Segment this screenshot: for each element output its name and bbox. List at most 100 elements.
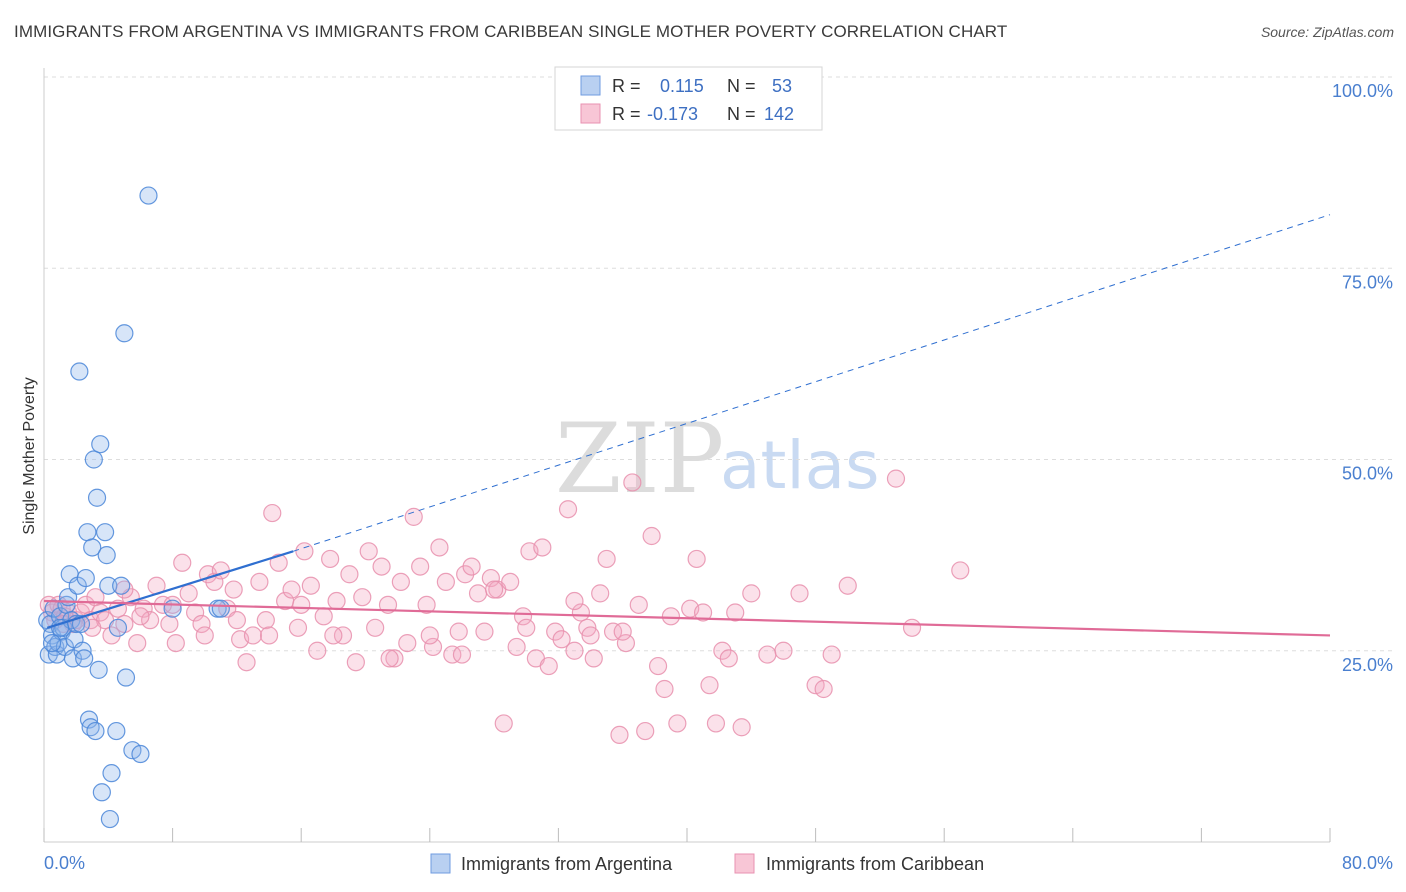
argentina-point-42 <box>112 576 131 595</box>
caribbean-point-127 <box>452 645 472 664</box>
caribbean-point-99 <box>642 526 661 546</box>
caribbean-point-134 <box>259 626 279 645</box>
caribbean-point-64 <box>417 595 436 614</box>
argentina-points <box>38 186 230 829</box>
caribbean-point-91 <box>591 584 610 603</box>
caribbean-point-67 <box>436 572 455 592</box>
legend-argentina-label: Immigrants from Argentina <box>461 854 673 874</box>
caribbean-point-123 <box>951 561 970 580</box>
caribbean-points <box>39 469 970 745</box>
argentina-n-value: 53 <box>772 76 792 96</box>
caribbean-point-132 <box>324 626 343 645</box>
legend-caribbean-label: Immigrants from Caribbean <box>766 854 984 874</box>
argentina-point-46 <box>131 744 150 764</box>
caribbean-point-78 <box>507 637 526 657</box>
caribbean-point-128 <box>485 580 504 599</box>
argentina-point-51 <box>42 633 62 653</box>
caribbean-point-122 <box>902 618 922 637</box>
gridlines <box>44 76 1392 652</box>
y-axis-label: Single Mother Poverty <box>21 377 38 534</box>
caribbean-point-39 <box>256 611 275 630</box>
caribbean-point-87 <box>565 641 584 660</box>
caribbean-point-95 <box>616 633 636 653</box>
caribbean-point-66 <box>430 538 449 557</box>
caribbean-point-48 <box>314 607 333 626</box>
caribbean-point-50 <box>327 591 346 611</box>
argentina-point-40 <box>107 721 126 741</box>
legend-argentina-swatch <box>430 853 451 874</box>
caribbean-point-121 <box>886 469 906 488</box>
caribbean-point-37 <box>243 626 263 645</box>
caribbean-point-96 <box>623 473 642 492</box>
chart-title: IMMIGRANTS FROM ARGENTINA VS IMMIGRANTS … <box>14 22 1008 41</box>
argentina-point-44 <box>116 668 136 687</box>
argentina-point-50 <box>211 599 230 618</box>
argentina-point-47 <box>139 186 158 205</box>
caribbean-point-105 <box>687 549 706 569</box>
caribbean-point-118 <box>814 679 833 699</box>
caribbean-point-79 <box>513 607 533 626</box>
caribbean-point-136 <box>195 626 214 645</box>
caribbean-point-68 <box>443 645 462 664</box>
caribbean-point-102 <box>661 607 681 626</box>
caribbean-point-133 <box>292 595 311 614</box>
argentina-point-24 <box>76 568 95 588</box>
caribbean-point-71 <box>462 557 481 576</box>
caribbean-point-73 <box>475 622 494 641</box>
caribbean-point-77 <box>501 572 520 592</box>
caribbean-point-62 <box>404 507 423 526</box>
caribbean-point-135 <box>227 611 246 630</box>
caribbean-swatch <box>580 103 601 124</box>
caribbean-point-56 <box>366 618 385 637</box>
y-tick-label-50: 50.0% <box>1342 464 1393 484</box>
caribbean-point-119 <box>822 645 841 664</box>
caribbean-point-103 <box>668 714 687 733</box>
caribbean-point-34 <box>224 580 243 599</box>
caribbean-point-47 <box>308 641 327 660</box>
argentina-point-41 <box>108 618 128 637</box>
caribbean-point-108 <box>706 714 726 733</box>
y-tick-label-25: 25.0% <box>1342 655 1393 675</box>
caribbean-point-54 <box>353 588 372 607</box>
caribbean-point-43 <box>282 580 301 599</box>
caribbean-point-65 <box>423 637 443 657</box>
argentina-point-30 <box>86 721 105 741</box>
caribbean-point-76 <box>494 714 513 733</box>
argentina-point-29 <box>84 450 103 469</box>
caribbean-point-46 <box>301 576 320 595</box>
argentina-point-26 <box>79 710 99 729</box>
caribbean-point-86 <box>558 500 578 519</box>
caribbean-r-value: -0.173 <box>647 104 698 124</box>
watermark-atlas: atlas <box>720 427 880 504</box>
caribbean-point-115 <box>774 641 793 660</box>
y-tick-label-100: 100.0% <box>1332 81 1393 101</box>
caribbean-point-69 <box>449 622 468 641</box>
caribbean-point-124 <box>613 622 632 641</box>
caribbean-point-26 <box>173 553 192 572</box>
caribbean-point-112 <box>732 718 751 737</box>
caribbean-point-82 <box>533 538 552 557</box>
caribbean-point-120 <box>838 576 857 595</box>
caribbean-point-90 <box>584 649 603 668</box>
argentina-point-20 <box>70 362 89 381</box>
caribbean-n-label: N = <box>727 104 756 124</box>
caribbean-point-25 <box>166 633 185 653</box>
caribbean-point-24 <box>160 614 179 634</box>
argentina-point-36 <box>97 546 116 565</box>
caribbean-point-138 <box>131 607 150 626</box>
caribbean-point-130 <box>565 591 584 611</box>
argentina-point-43 <box>115 324 134 343</box>
caribbean-point-59 <box>385 649 404 668</box>
caribbean-point-113 <box>742 584 761 603</box>
caribbean-point-83 <box>539 656 558 676</box>
y-axis-tick-labels: 25.0% 50.0% 75.0% 100.0% <box>1332 81 1393 675</box>
argentina-r-label: R = <box>612 76 641 96</box>
caribbean-point-53 <box>346 653 365 672</box>
trend-lines <box>43 214 1331 637</box>
argentina-point-33 <box>91 435 110 454</box>
caribbean-trend <box>43 599 1331 637</box>
caribbean-point-29 <box>192 614 211 634</box>
caribbean-point-41 <box>269 553 288 572</box>
caribbean-point-49 <box>321 549 340 569</box>
